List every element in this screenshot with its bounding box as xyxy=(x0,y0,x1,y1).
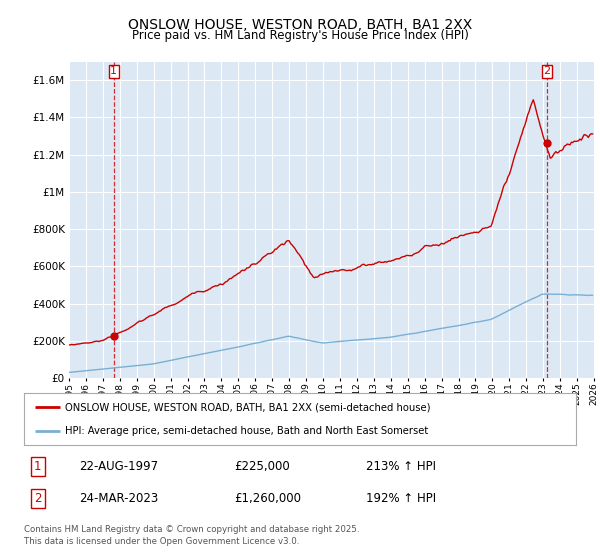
Text: £225,000: £225,000 xyxy=(234,460,290,473)
Text: Price paid vs. HM Land Registry's House Price Index (HPI): Price paid vs. HM Land Registry's House … xyxy=(131,29,469,42)
Text: 213% ↑ HPI: 213% ↑ HPI xyxy=(366,460,436,473)
Text: 2: 2 xyxy=(34,492,41,505)
Text: 24-MAR-2023: 24-MAR-2023 xyxy=(79,492,158,505)
Text: 1: 1 xyxy=(110,66,117,76)
Text: HPI: Average price, semi-detached house, Bath and North East Somerset: HPI: Average price, semi-detached house,… xyxy=(65,426,428,436)
Text: ONSLOW HOUSE, WESTON ROAD, BATH, BA1 2XX (semi-detached house): ONSLOW HOUSE, WESTON ROAD, BATH, BA1 2XX… xyxy=(65,402,431,412)
Text: ONSLOW HOUSE, WESTON ROAD, BATH, BA1 2XX: ONSLOW HOUSE, WESTON ROAD, BATH, BA1 2XX xyxy=(128,18,472,32)
Text: 22-AUG-1997: 22-AUG-1997 xyxy=(79,460,158,473)
Text: 192% ↑ HPI: 192% ↑ HPI xyxy=(366,492,436,505)
Text: 2: 2 xyxy=(544,66,551,76)
Text: £1,260,000: £1,260,000 xyxy=(234,492,301,505)
Text: 1: 1 xyxy=(34,460,41,473)
Text: Contains HM Land Registry data © Crown copyright and database right 2025.
This d: Contains HM Land Registry data © Crown c… xyxy=(24,525,359,546)
